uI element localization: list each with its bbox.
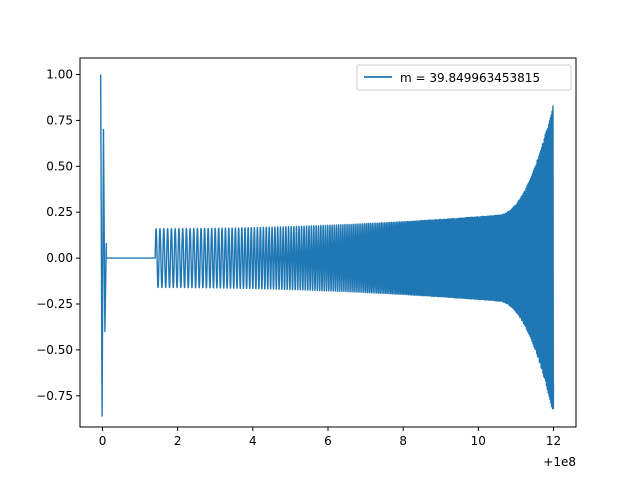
y-tick-label: −0.50 <box>36 343 73 357</box>
x-tick-label: 10 <box>471 434 486 448</box>
x-axis-offset-label: +1e8 <box>543 455 576 469</box>
x-tick-label: 2 <box>174 434 182 448</box>
y-tick-label: 1.00 <box>46 68 73 82</box>
plot-area <box>99 74 555 417</box>
x-axis: 0 2 4 6 8 10 12 <box>99 427 561 448</box>
y-tick-label: 0.50 <box>46 159 73 173</box>
y-tick-label: 0.75 <box>46 113 73 127</box>
legend-label: m = 39.849963453815 <box>400 71 540 85</box>
x-tick-label: 0 <box>99 434 107 448</box>
x-tick-label: 12 <box>546 434 561 448</box>
y-tick-label: −0.75 <box>36 389 73 403</box>
x-tick-label: 6 <box>324 434 332 448</box>
series-line <box>99 74 555 417</box>
y-tick-label: −0.25 <box>36 297 73 311</box>
y-tick-label: 0.25 <box>46 205 73 219</box>
x-tick-label: 4 <box>249 434 257 448</box>
y-axis: −0.75 −0.50 −0.25 0.00 0.25 0.50 0.75 1.00 <box>36 68 80 403</box>
legend-box <box>356 64 572 91</box>
y-tick-label: 0.00 <box>46 251 73 265</box>
legend: m = 39.849963453815 <box>356 64 572 91</box>
x-tick-label: 8 <box>399 434 407 448</box>
